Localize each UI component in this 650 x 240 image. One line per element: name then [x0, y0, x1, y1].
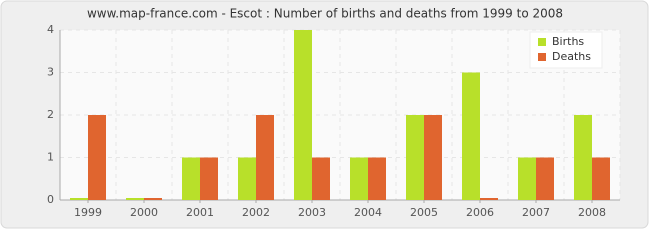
y-tick-label: 4	[47, 23, 54, 36]
y-tick-label: 1	[47, 151, 54, 164]
bar	[518, 157, 536, 200]
y-tick-label: 2	[47, 108, 54, 121]
bar	[312, 157, 330, 200]
bar	[406, 115, 424, 200]
legend-label: Births	[552, 35, 584, 48]
x-tick-label: 2005	[410, 206, 438, 219]
bar	[144, 198, 162, 200]
bar	[574, 115, 592, 200]
x-tick-label: 2001	[186, 206, 214, 219]
y-tick-label: 0	[47, 193, 54, 206]
bar	[350, 157, 368, 200]
bar	[368, 157, 386, 200]
bar	[256, 115, 274, 200]
x-tick-label: 2000	[130, 206, 158, 219]
bar	[424, 115, 442, 200]
bar	[536, 157, 554, 200]
x-tick-label: 1999	[74, 206, 102, 219]
bar	[592, 157, 610, 200]
bar	[182, 157, 200, 200]
bar	[294, 30, 312, 200]
bar	[126, 198, 144, 200]
legend-label: Deaths	[552, 50, 591, 63]
bar	[88, 115, 106, 200]
bar	[238, 157, 256, 200]
x-tick-label: 2004	[354, 206, 382, 219]
x-tick-label: 2003	[298, 206, 326, 219]
bar	[462, 72, 480, 200]
legend-swatch	[538, 53, 546, 61]
x-tick-label: 2007	[522, 206, 550, 219]
bar	[480, 198, 498, 200]
x-tick-label: 2008	[578, 206, 606, 219]
chart: www.map-france.com - Escot : Number of b…	[0, 0, 649, 229]
bar	[70, 198, 88, 200]
chart-title: www.map-france.com - Escot : Number of b…	[87, 7, 563, 21]
x-tick-label: 2006	[466, 206, 494, 219]
legend-swatch	[538, 38, 546, 46]
y-tick-label: 3	[47, 66, 54, 79]
bar	[200, 157, 218, 200]
x-tick-label: 2002	[242, 206, 270, 219]
